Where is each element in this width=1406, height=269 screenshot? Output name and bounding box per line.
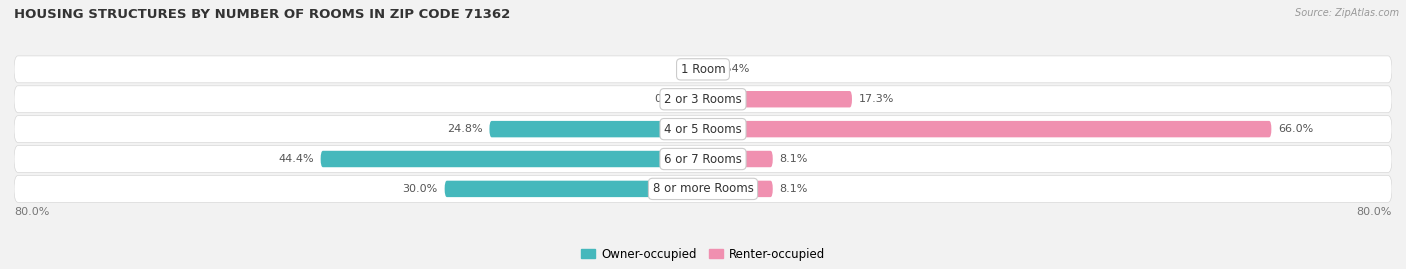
FancyBboxPatch shape (14, 175, 1392, 202)
FancyBboxPatch shape (14, 86, 1392, 113)
Legend: Owner-occupied, Renter-occupied: Owner-occupied, Renter-occupied (576, 243, 830, 265)
Text: 8.1%: 8.1% (780, 154, 808, 164)
FancyBboxPatch shape (444, 181, 703, 197)
Text: Source: ZipAtlas.com: Source: ZipAtlas.com (1295, 8, 1399, 18)
Text: 44.4%: 44.4% (278, 154, 314, 164)
Text: 1 Room: 1 Room (681, 63, 725, 76)
FancyBboxPatch shape (14, 146, 1392, 172)
Text: 24.8%: 24.8% (447, 124, 482, 134)
Text: 6 or 7 Rooms: 6 or 7 Rooms (664, 153, 742, 165)
Text: 0.77%: 0.77% (654, 94, 689, 104)
Text: 2 or 3 Rooms: 2 or 3 Rooms (664, 93, 742, 106)
Text: HOUSING STRUCTURES BY NUMBER OF ROOMS IN ZIP CODE 71362: HOUSING STRUCTURES BY NUMBER OF ROOMS IN… (14, 8, 510, 21)
FancyBboxPatch shape (703, 151, 773, 167)
Text: 8 or more Rooms: 8 or more Rooms (652, 182, 754, 195)
FancyBboxPatch shape (703, 91, 852, 107)
FancyBboxPatch shape (321, 151, 703, 167)
Text: 0.54%: 0.54% (714, 64, 749, 74)
Text: 80.0%: 80.0% (1357, 207, 1392, 217)
FancyBboxPatch shape (489, 121, 703, 137)
Text: 66.0%: 66.0% (1278, 124, 1313, 134)
FancyBboxPatch shape (696, 91, 703, 107)
FancyBboxPatch shape (703, 121, 1271, 137)
FancyBboxPatch shape (14, 116, 1392, 143)
FancyBboxPatch shape (14, 56, 1392, 83)
Text: 80.0%: 80.0% (14, 207, 49, 217)
FancyBboxPatch shape (703, 61, 707, 77)
Text: 4 or 5 Rooms: 4 or 5 Rooms (664, 123, 742, 136)
Text: 30.0%: 30.0% (402, 184, 437, 194)
FancyBboxPatch shape (703, 181, 773, 197)
Text: 17.3%: 17.3% (859, 94, 894, 104)
Text: 8.1%: 8.1% (780, 184, 808, 194)
